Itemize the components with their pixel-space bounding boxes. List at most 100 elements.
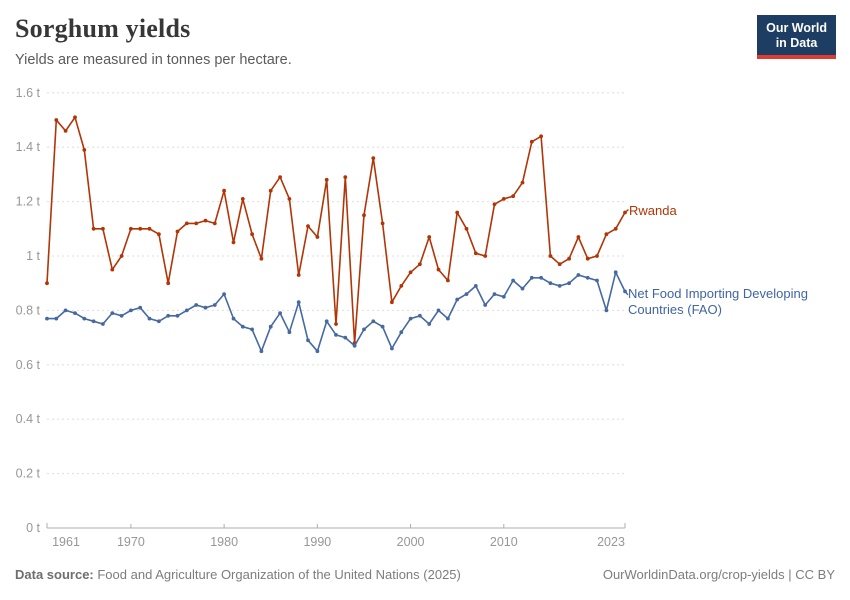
x-axis: 1961 1970 1980 1990 2000 2010 2023 [46, 523, 626, 549]
data-point [604, 232, 609, 237]
data-point [54, 118, 59, 122]
data-point [343, 175, 348, 180]
data-point [501, 197, 506, 201]
data-point [492, 202, 497, 207]
data-point [278, 175, 282, 180]
y-tick-label: 0 t [26, 521, 40, 535]
data-point [212, 221, 217, 226]
data-point [101, 226, 105, 231]
data-point [576, 235, 581, 239]
data-point [548, 254, 553, 258]
y-tick-label: 0.6 t [16, 358, 41, 372]
data-point [548, 281, 553, 286]
data-point [82, 148, 87, 152]
y-tick-label: 0.4 t [16, 412, 41, 426]
data-point [54, 316, 59, 321]
y-tick-label: 1.2 t [16, 195, 41, 209]
legend-label-nfidc[interactable]: Net Food Importing Developing Countries … [628, 286, 808, 317]
data-point [334, 333, 338, 337]
data-point [520, 180, 525, 185]
data-point [45, 316, 49, 321]
license-link[interactable]: OurWorldinData.org/crop-yields | CC BY [602, 567, 835, 582]
grid-layer: 0 t 0.2 t 0.4 t 0.6 t 0.8 t 1 t 1.2 t 1.4 t 1.6 … [16, 86, 625, 535]
series-rwanda [45, 115, 629, 345]
data-point [511, 278, 515, 283]
data-point [464, 226, 469, 231]
chart-title: Sorghum yields [15, 14, 191, 43]
data-point [483, 303, 488, 307]
data-point [194, 303, 199, 307]
data-point [259, 349, 264, 354]
data-point [520, 286, 525, 291]
data-point [399, 330, 404, 335]
data-point [222, 188, 227, 193]
data-point [212, 303, 217, 307]
data-point [380, 324, 385, 329]
data-point [343, 335, 348, 340]
x-tick-label: 1990 [303, 535, 331, 549]
owid-logo-line2: in Data [775, 36, 818, 50]
data-point [231, 316, 236, 321]
data-point [408, 316, 413, 321]
data-point [529, 139, 534, 144]
data-point [595, 254, 599, 258]
data-point [567, 281, 571, 286]
data-point [138, 305, 143, 310]
data-point [184, 308, 189, 313]
data-point [529, 275, 534, 280]
data-point [101, 322, 105, 326]
owid-logo[interactable]: Our World in Data [757, 15, 836, 59]
x-tick-label: 1961 [52, 535, 80, 549]
data-point [557, 284, 562, 288]
data-source-note: Data source: Food and Agriculture Organi… [15, 567, 461, 582]
legend-connector [624, 290, 629, 296]
data-point [119, 313, 124, 318]
y-tick-label: 1.4 t [16, 140, 41, 154]
data-point [166, 281, 171, 286]
data-point [511, 194, 515, 199]
data-point [371, 156, 376, 161]
data-point [231, 240, 236, 245]
data-point [175, 229, 180, 234]
data-point [446, 278, 450, 283]
data-point [110, 311, 115, 315]
data-point [539, 275, 543, 280]
data-point [63, 129, 68, 133]
data-point [362, 327, 366, 332]
data-point [147, 316, 152, 321]
data-point [436, 308, 441, 313]
data-point [455, 210, 460, 215]
data-point [194, 221, 199, 226]
legend-label-rwanda[interactable]: Rwanda [629, 203, 677, 218]
data-point [296, 300, 301, 305]
data-point [166, 313, 171, 318]
data-point [296, 273, 301, 277]
data-point [119, 254, 124, 258]
data-point [184, 221, 189, 226]
data-point [306, 224, 310, 229]
data-point [446, 316, 450, 321]
data-point [455, 297, 460, 302]
data-point [399, 284, 404, 288]
data-point [427, 235, 432, 239]
data-point [306, 338, 310, 343]
data-point [390, 346, 394, 351]
data-point [362, 213, 366, 218]
owid-logo-line1: Our World [766, 21, 827, 35]
data-point [157, 232, 161, 237]
data-point [585, 275, 590, 280]
data-point [250, 327, 255, 332]
data-point [408, 270, 413, 275]
x-tick-label: 2010 [490, 535, 518, 549]
x-tick-label: 2023 [597, 535, 625, 549]
data-point [268, 324, 273, 329]
series-nfidc [45, 270, 629, 354]
data-point [427, 322, 432, 326]
data-point [240, 324, 245, 329]
data-point [240, 197, 245, 201]
data-point [63, 308, 68, 313]
data-source-label: Data source: [15, 567, 94, 582]
data-source-text: Food and Agriculture Organization of the… [93, 567, 461, 582]
data-point [501, 294, 506, 299]
